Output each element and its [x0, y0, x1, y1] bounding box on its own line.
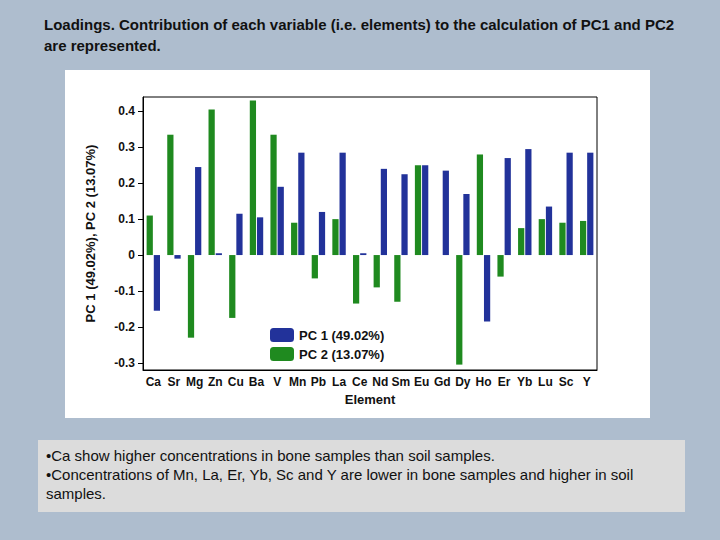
- svg-text:La: La: [332, 375, 346, 389]
- svg-text:-0.1: -0.1: [114, 284, 135, 298]
- html-text:•Ca show higher concentrations: •Ca show higher concentrations in bone s…: [46, 447, 495, 464]
- svg-text:Element: Element: [345, 392, 396, 407]
- svg-text:V: V: [273, 375, 281, 389]
- svg-text:Mn: Mn: [289, 375, 306, 389]
- svg-text:Dy: Dy: [455, 375, 471, 389]
- svg-text:Ca: Ca: [146, 375, 162, 389]
- svg-text:PC 1 (49.02%), PC 2 (13.07%): PC 1 (49.02%), PC 2 (13.07%): [83, 145, 98, 323]
- svg-text:Ba: Ba: [249, 375, 265, 389]
- svg-text:Nd: Nd: [372, 375, 388, 389]
- svg-text:Gd: Gd: [434, 375, 451, 389]
- svg-text:-0.2: -0.2: [114, 320, 135, 334]
- svg-text:Eu: Eu: [414, 375, 429, 389]
- svg-text:Sm: Sm: [392, 375, 411, 389]
- svg-text:Zn: Zn: [208, 375, 223, 389]
- svg-text:Ho: Ho: [476, 375, 492, 389]
- svg-text:Yb: Yb: [517, 375, 532, 389]
- svg-text:PC 1 (49.02%): PC 1 (49.02%): [299, 328, 384, 343]
- svg-text:Y: Y: [583, 375, 591, 389]
- svg-text:-0.3: -0.3: [114, 356, 135, 370]
- svg-text:0.2: 0.2: [118, 176, 135, 190]
- svg-text:Cu: Cu: [228, 375, 244, 389]
- svg-text:PC 2 (13.07%): PC 2 (13.07%): [299, 347, 384, 362]
- svg-text:0.4: 0.4: [118, 104, 135, 118]
- svg-text:Er: Er: [498, 375, 511, 389]
- svg-text:Ce: Ce: [352, 375, 368, 389]
- svg-text:0.3: 0.3: [118, 140, 135, 154]
- svg-text:0: 0: [128, 248, 135, 262]
- svg-text:Pb: Pb: [311, 375, 326, 389]
- html-text:•Concentrations of Mn, La, Er,: •Concentrations of Mn, La, Er, Yb, Sc an…: [46, 466, 634, 502]
- svg-text:Sc: Sc: [559, 375, 574, 389]
- svg-text:Mg: Mg: [186, 375, 203, 389]
- html-text:Loadings. Contribution of each: Loadings. Contribution of each variable …: [44, 16, 675, 54]
- svg-text:Sr: Sr: [168, 375, 181, 389]
- svg-text:0.1: 0.1: [118, 212, 135, 226]
- svg-text:Lu: Lu: [538, 375, 553, 389]
